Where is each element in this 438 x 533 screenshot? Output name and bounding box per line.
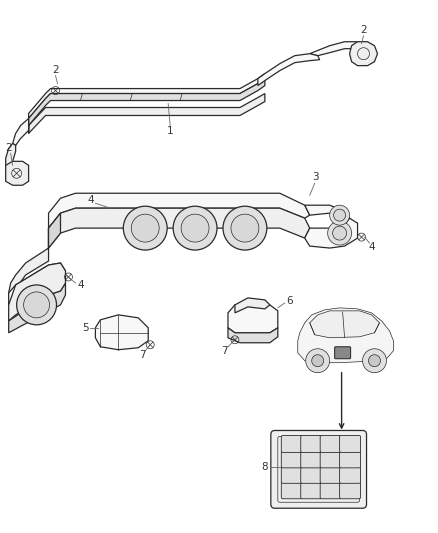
Polygon shape xyxy=(305,205,357,248)
Polygon shape xyxy=(28,78,265,133)
Circle shape xyxy=(334,209,346,221)
Polygon shape xyxy=(6,161,28,185)
Circle shape xyxy=(24,292,49,318)
Polygon shape xyxy=(9,263,66,305)
Circle shape xyxy=(363,349,386,373)
Text: 4: 4 xyxy=(77,280,84,290)
Text: 2: 2 xyxy=(52,64,59,75)
Polygon shape xyxy=(235,298,270,313)
FancyBboxPatch shape xyxy=(320,466,341,483)
Polygon shape xyxy=(9,283,66,333)
FancyBboxPatch shape xyxy=(335,347,350,359)
Circle shape xyxy=(306,349,330,373)
Polygon shape xyxy=(49,193,310,228)
Text: 7: 7 xyxy=(221,346,227,356)
Text: 4: 4 xyxy=(87,195,94,205)
Polygon shape xyxy=(228,305,278,333)
Polygon shape xyxy=(310,42,360,55)
Polygon shape xyxy=(350,42,378,66)
FancyBboxPatch shape xyxy=(301,466,321,483)
FancyBboxPatch shape xyxy=(339,435,360,453)
Text: 1: 1 xyxy=(167,126,173,136)
FancyBboxPatch shape xyxy=(320,451,341,468)
Polygon shape xyxy=(228,328,278,343)
FancyBboxPatch shape xyxy=(301,435,321,453)
FancyBboxPatch shape xyxy=(281,466,302,483)
FancyBboxPatch shape xyxy=(339,451,360,468)
Circle shape xyxy=(312,355,324,367)
Circle shape xyxy=(173,206,217,250)
Polygon shape xyxy=(95,315,148,350)
Circle shape xyxy=(330,205,350,225)
FancyBboxPatch shape xyxy=(301,451,321,468)
Circle shape xyxy=(332,226,346,240)
Circle shape xyxy=(181,214,209,242)
Text: 6: 6 xyxy=(286,296,293,306)
Text: 3: 3 xyxy=(312,172,319,182)
FancyBboxPatch shape xyxy=(339,466,360,483)
Polygon shape xyxy=(258,54,320,86)
Polygon shape xyxy=(9,228,49,298)
FancyBboxPatch shape xyxy=(281,451,302,468)
FancyBboxPatch shape xyxy=(320,435,341,453)
FancyBboxPatch shape xyxy=(271,431,367,508)
Circle shape xyxy=(131,214,159,242)
Polygon shape xyxy=(28,74,265,118)
Text: 2: 2 xyxy=(360,25,367,35)
Circle shape xyxy=(17,285,57,325)
FancyBboxPatch shape xyxy=(320,482,341,499)
FancyBboxPatch shape xyxy=(301,482,321,499)
Polygon shape xyxy=(28,94,265,133)
Polygon shape xyxy=(298,308,393,362)
Text: 7: 7 xyxy=(139,350,145,360)
Text: 2: 2 xyxy=(5,143,12,154)
Polygon shape xyxy=(13,118,28,146)
Circle shape xyxy=(231,214,259,242)
Text: 5: 5 xyxy=(82,323,89,333)
Circle shape xyxy=(368,355,381,367)
FancyBboxPatch shape xyxy=(339,482,360,499)
Polygon shape xyxy=(49,213,60,248)
Polygon shape xyxy=(49,208,310,248)
Polygon shape xyxy=(9,263,66,321)
Polygon shape xyxy=(310,311,379,338)
FancyBboxPatch shape xyxy=(281,435,302,453)
Text: 8: 8 xyxy=(261,462,268,472)
Circle shape xyxy=(124,206,167,250)
Polygon shape xyxy=(6,143,16,168)
Circle shape xyxy=(223,206,267,250)
Circle shape xyxy=(328,221,352,245)
Text: 4: 4 xyxy=(368,242,375,252)
FancyBboxPatch shape xyxy=(281,482,302,499)
